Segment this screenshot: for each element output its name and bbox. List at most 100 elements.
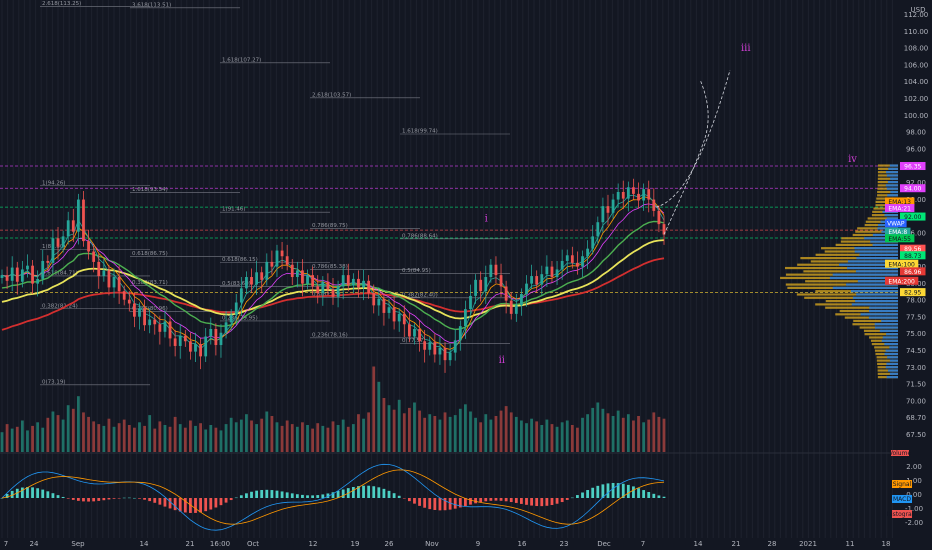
volume-bar — [463, 404, 467, 452]
histogram-bar — [423, 498, 427, 508]
volume-bar — [270, 416, 274, 452]
candle — [316, 286, 320, 294]
candle — [265, 261, 269, 280]
price-tag: EMA:13 — [888, 199, 911, 206]
profile-bar — [877, 164, 898, 167]
histogram-bar — [509, 498, 513, 503]
histogram-bar — [362, 485, 365, 498]
time-tick: 7 — [641, 540, 645, 548]
price-tag: EMA:200 — [888, 278, 915, 285]
profile-bar — [839, 309, 898, 313]
volume-bar — [433, 416, 437, 452]
candle — [219, 332, 223, 346]
candle — [336, 286, 340, 297]
volume-bar — [143, 425, 146, 452]
volume-bar — [565, 420, 569, 452]
candle — [239, 288, 243, 303]
fib-label: 2.618(103.57) — [312, 92, 351, 98]
volume-bar — [31, 425, 34, 452]
candle — [637, 193, 640, 201]
fib-label: 0.236(78.16) — [312, 332, 348, 338]
candle — [591, 236, 595, 249]
volume-bar — [153, 428, 157, 452]
volume-bar — [158, 421, 162, 452]
candle — [255, 272, 259, 285]
candle — [204, 336, 208, 357]
profile-bar — [889, 164, 898, 167]
price-tag-bg — [885, 259, 919, 268]
histogram-bar — [153, 498, 157, 503]
volume-bar — [290, 424, 294, 452]
histogram-bar — [616, 483, 620, 498]
price-tick: 70.00 — [906, 397, 926, 405]
histogram-bar — [530, 498, 534, 506]
volume-bar — [66, 405, 70, 452]
price-tag: 89.56 — [904, 246, 921, 253]
candle — [662, 224, 666, 235]
time-tick: 14 — [140, 540, 149, 548]
candle — [626, 187, 630, 199]
volume-bar — [26, 430, 29, 452]
histogram-bar — [555, 498, 559, 504]
histogram-bar — [229, 498, 233, 501]
profile-bar — [855, 230, 898, 233]
candle — [51, 238, 55, 263]
candle — [423, 341, 427, 350]
histogram-bar — [173, 498, 177, 511]
volume-bar — [87, 416, 90, 452]
wave-label: iii — [741, 43, 751, 54]
price-tick: 90.00 — [906, 196, 926, 204]
histogram-bar — [132, 497, 136, 499]
profile-bar — [872, 243, 898, 246]
volume-bar — [168, 426, 172, 452]
volume-bar — [479, 422, 483, 452]
candle — [382, 298, 386, 313]
price-tag-bg — [900, 251, 926, 260]
histogram-bar — [92, 498, 96, 502]
histogram-bar — [31, 487, 34, 498]
time-axis[interactable]: 7 24 Sep 14 21 16:00 Oct 12 19 26 Nov 9 16 23 Dec 7 14 21… — [4, 540, 891, 548]
volume-bar — [596, 402, 600, 452]
time-tick: 11 — [846, 540, 855, 548]
candle — [642, 189, 646, 201]
candle — [46, 260, 50, 263]
candle — [545, 266, 549, 275]
histogram-bar — [122, 497, 126, 499]
profile-bar — [887, 180, 898, 184]
candle — [331, 289, 335, 297]
price-tags: 96.3594.00EMA:13EMA:2192.00VWAPEMA:8EMA:… — [885, 162, 926, 297]
candle — [168, 321, 172, 339]
candle — [321, 281, 325, 294]
candle — [92, 251, 96, 262]
volume-bar — [76, 396, 80, 452]
histogram-bar — [576, 495, 579, 498]
profile-bar — [877, 167, 898, 170]
histogram-bar — [657, 495, 661, 498]
volume-bar — [418, 410, 421, 452]
histogram-bar — [504, 498, 508, 502]
histogram-bar — [652, 493, 656, 498]
candle — [189, 341, 192, 352]
volume-bar — [41, 427, 45, 452]
profile-bar — [881, 339, 898, 342]
histogram-bar — [494, 498, 498, 501]
histogram-bar — [637, 488, 640, 498]
histogram-bar — [372, 486, 376, 498]
volume-bar — [514, 416, 518, 452]
price-tag-bg — [900, 288, 926, 297]
candle — [418, 328, 421, 342]
candle — [301, 270, 304, 284]
histogram-bar — [540, 498, 544, 507]
time-tick: 16 — [518, 540, 527, 548]
time-tick: 24 — [30, 540, 39, 548]
volume-bar — [428, 414, 432, 452]
histogram-bar — [550, 498, 554, 506]
candle — [479, 279, 483, 292]
candle — [66, 220, 70, 237]
price-tick: 98.00 — [906, 129, 926, 137]
histogram-bar — [311, 495, 315, 498]
profile-bar — [868, 316, 898, 319]
volume-bar — [362, 418, 365, 452]
candle — [306, 275, 309, 284]
